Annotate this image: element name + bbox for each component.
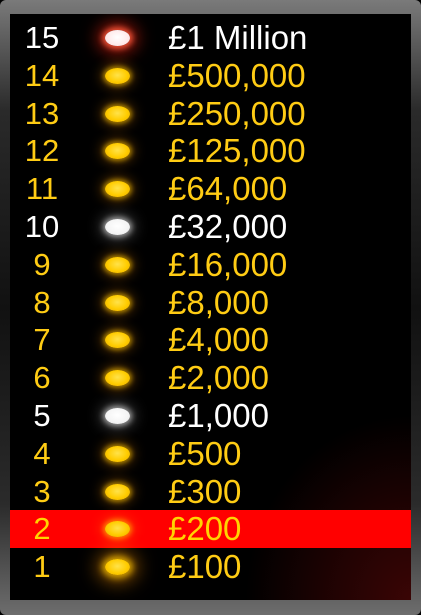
prize-amount: £2,000 (168, 359, 269, 397)
level-number: 7 (33, 322, 51, 358)
level-dot-icon (105, 408, 130, 424)
prize-amount: £64,000 (168, 170, 288, 208)
ladder-rung-11: 11 £64,000 (10, 170, 411, 208)
ladder-rung-7: 7 £4,000 (10, 321, 411, 359)
prize-amount: £200 (168, 510, 242, 548)
ladder-rung-14: 14 £500,000 (10, 57, 411, 95)
prize-amount: £1 Million (168, 19, 308, 56)
level-dot-icon (105, 143, 130, 160)
level-dot-icon (105, 370, 130, 387)
ladder-rung-4: 4 £500 (10, 435, 411, 473)
level-number: 14 (24, 57, 60, 93)
level-number: 11 (25, 171, 59, 207)
prize-amount: £32,000 (168, 208, 288, 245)
level-number: 12 (24, 133, 60, 169)
ladder-rung-2: 2 £200 (10, 510, 411, 549)
prize-amount: £8,000 (168, 283, 269, 321)
level-number: 6 (33, 360, 51, 396)
money-tree-panel: 15 £1 Million 14 £500,000 13 £250,000 12… (10, 14, 411, 600)
prize-amount: £125,000 (168, 132, 306, 170)
prize-ladder: 15 £1 Million 14 £500,000 13 £250,000 12… (10, 14, 411, 600)
level-number: 13 (24, 95, 60, 131)
level-dot-icon (105, 219, 130, 235)
level-number: 1 (33, 549, 51, 585)
level-dot-icon (105, 294, 130, 311)
level-dot-icon (105, 559, 130, 576)
ladder-rung-15: 15 £1 Million (10, 19, 411, 57)
ladder-rung-5: 5 £1,000 (10, 397, 411, 435)
level-dot-icon (105, 30, 130, 46)
level-dot-icon (105, 521, 130, 538)
ladder-rung-10: 10 £32,000 (10, 208, 411, 246)
level-number: 2 (33, 511, 51, 547)
level-dot-icon (105, 445, 130, 462)
level-number: 4 (33, 435, 51, 471)
level-dot-icon (105, 256, 130, 273)
ladder-rung-13: 13 £250,000 (10, 95, 411, 133)
level-dot-icon (105, 181, 130, 198)
level-dot-icon (105, 483, 130, 500)
prize-amount: £500,000 (168, 56, 306, 94)
level-number: 9 (33, 246, 51, 282)
prize-amount: £16,000 (168, 245, 288, 283)
ladder-rung-8: 8 £8,000 (10, 284, 411, 322)
prize-amount: £300 (168, 472, 242, 510)
level-dot-icon (105, 105, 130, 122)
prize-amount: £4,000 (168, 321, 269, 359)
prize-amount: £500 (168, 434, 242, 472)
level-number: 5 (33, 398, 51, 433)
prize-amount: £1,000 (168, 397, 269, 434)
ladder-rung-1: 1 £100 (10, 548, 411, 586)
ladder-rung-12: 12 £125,000 (10, 132, 411, 170)
prize-amount: £250,000 (168, 94, 306, 132)
prize-amount: £100 (168, 548, 242, 586)
ladder-rung-6: 6 £2,000 (10, 359, 411, 397)
ladder-rung-3: 3 £300 (10, 473, 411, 511)
ladder-rung-9: 9 £16,000 (10, 246, 411, 284)
level-number: 3 (33, 473, 51, 509)
level-dot-icon (105, 67, 130, 84)
level-dot-icon (105, 332, 130, 349)
level-number: 8 (33, 284, 51, 320)
level-number: 10 (24, 209, 60, 244)
level-number: 15 (24, 20, 60, 55)
